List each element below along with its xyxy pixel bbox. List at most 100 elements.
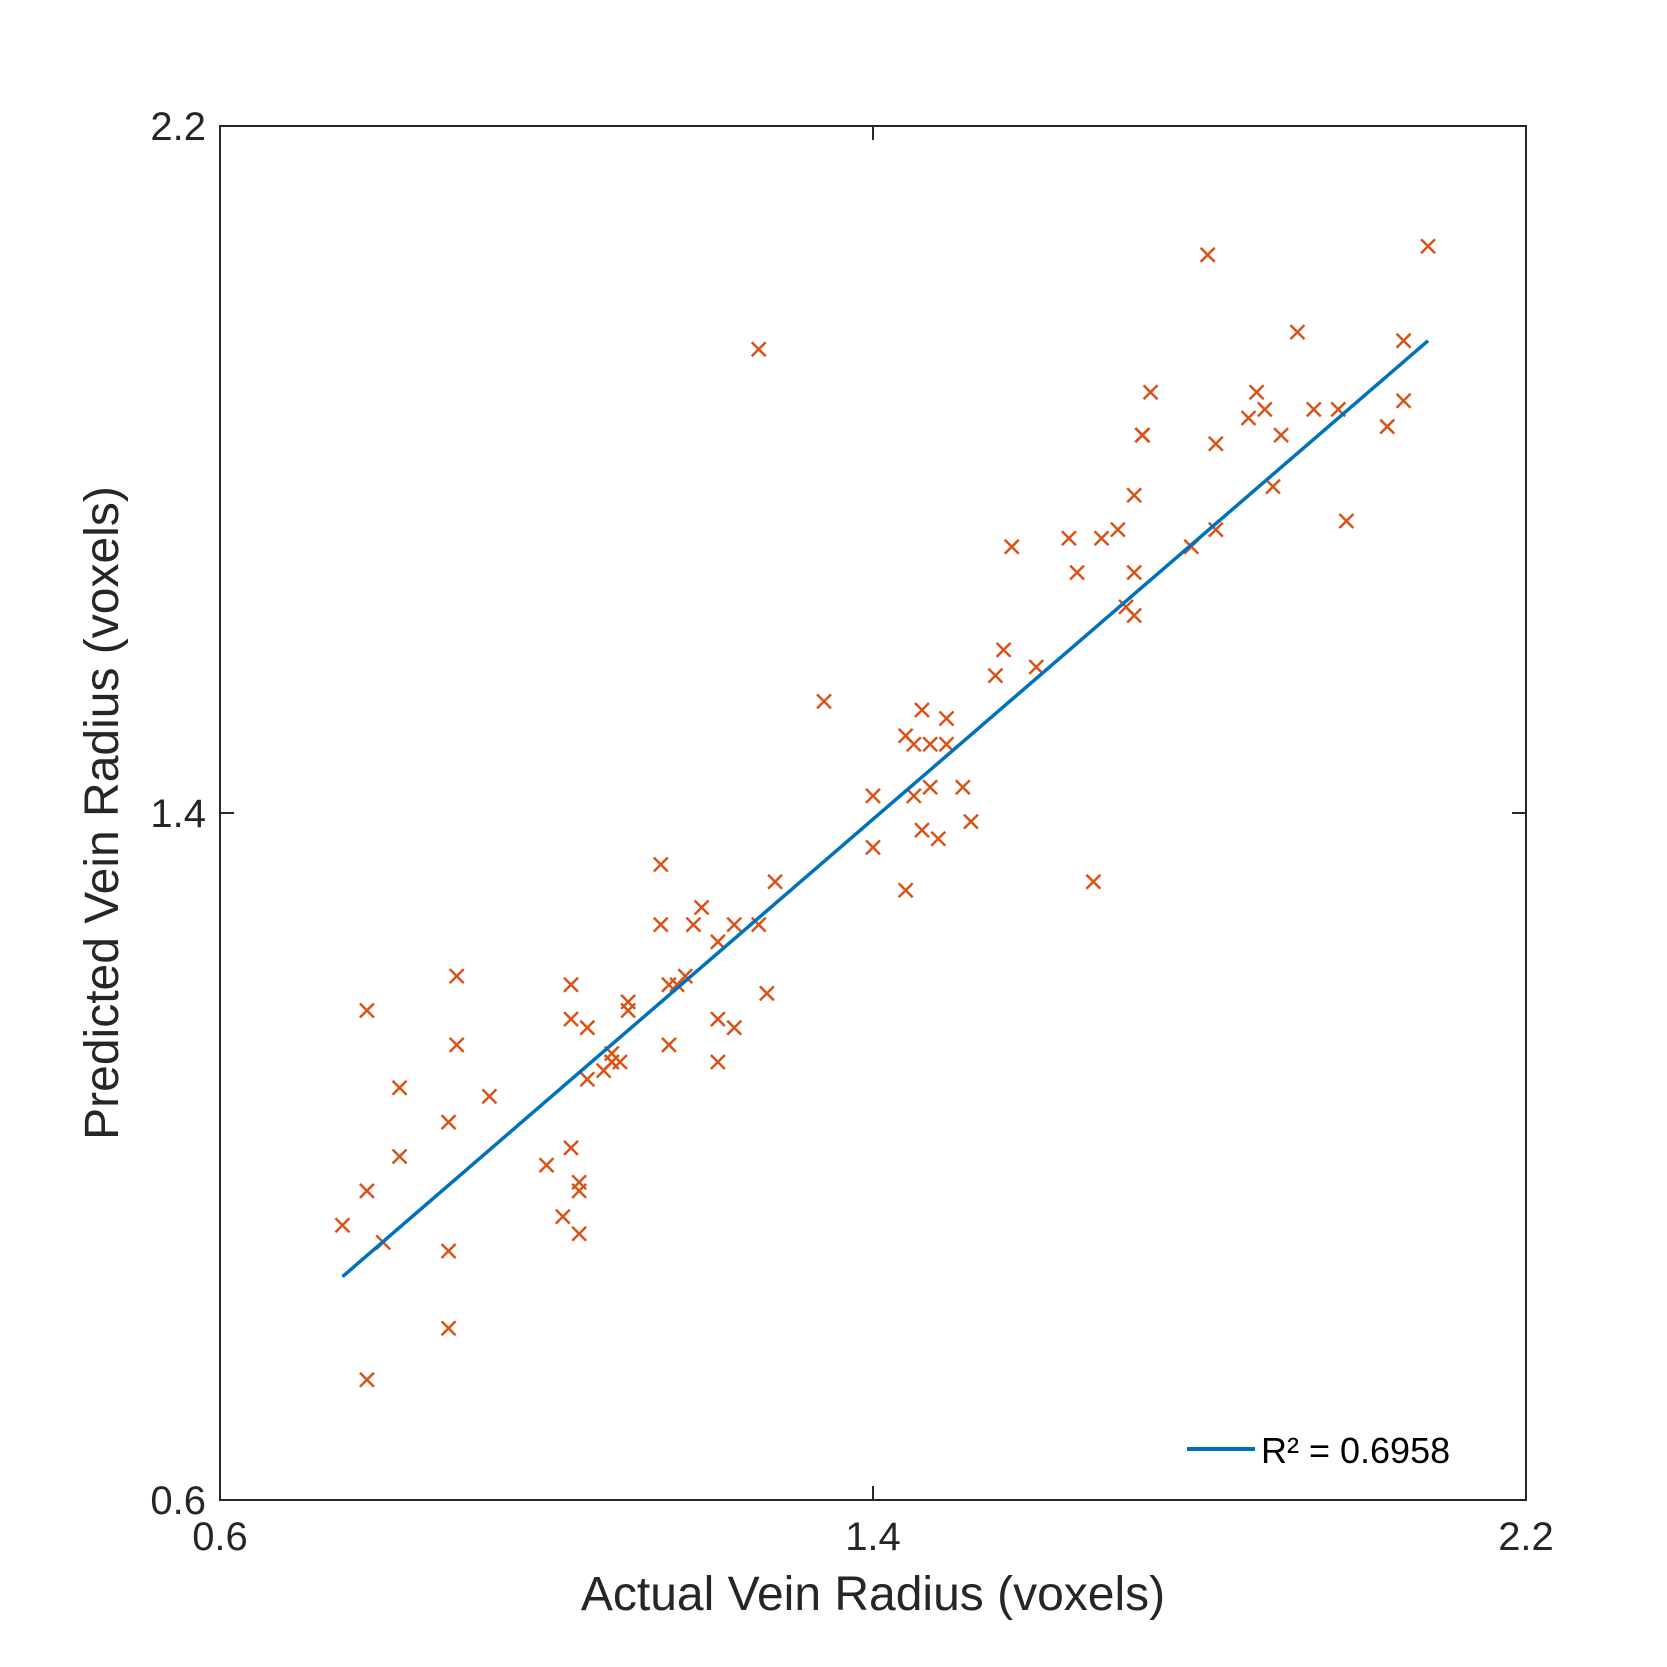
data-point-stroke-b bbox=[905, 736, 922, 753]
data-point-stroke-b bbox=[334, 1217, 351, 1234]
data-point bbox=[579, 1019, 596, 1036]
data-point-stroke-b bbox=[677, 968, 694, 985]
plot-frame bbox=[219, 125, 1527, 1501]
data-point bbox=[1142, 384, 1159, 401]
data-point bbox=[954, 779, 971, 796]
data-point bbox=[1379, 418, 1396, 435]
fit-line bbox=[341, 339, 1430, 1279]
data-point bbox=[750, 341, 767, 358]
data-point bbox=[440, 1320, 457, 1337]
data-point-stroke-b bbox=[1207, 521, 1224, 538]
data-point-stroke-b bbox=[922, 779, 939, 796]
data-point-stroke-b bbox=[481, 1088, 498, 1105]
data-point bbox=[930, 830, 947, 847]
data-point bbox=[1126, 607, 1143, 624]
data-point-stroke-b bbox=[571, 1182, 588, 1199]
data-point-stroke-b bbox=[816, 693, 832, 710]
data-point bbox=[726, 1019, 743, 1036]
data-point-stroke-b bbox=[1142, 384, 1159, 401]
data-point bbox=[1395, 332, 1412, 349]
data-point bbox=[620, 1002, 637, 1019]
data-point-stroke-b bbox=[710, 933, 726, 950]
plot-area bbox=[219, 125, 1527, 1501]
data-point-stroke-b bbox=[448, 1036, 465, 1053]
data-point bbox=[1289, 324, 1306, 340]
data-point bbox=[1028, 659, 1045, 675]
data-point-stroke-b bbox=[930, 830, 947, 847]
data-point-stroke-b bbox=[1126, 564, 1143, 581]
data-point-stroke-b bbox=[750, 916, 767, 933]
data-point bbox=[579, 1071, 596, 1088]
data-point bbox=[938, 736, 955, 753]
data-point-stroke-b bbox=[440, 1320, 457, 1337]
data-point bbox=[914, 702, 930, 718]
data-point bbox=[1126, 487, 1143, 504]
data-point bbox=[987, 667, 1004, 684]
data-point bbox=[865, 787, 881, 804]
data-point bbox=[1126, 564, 1143, 581]
legend: R² = 0.6958 bbox=[1187, 1430, 1450, 1471]
data-point-stroke-b bbox=[710, 1011, 726, 1027]
data-point-stroke-b bbox=[710, 1054, 726, 1070]
data-point-stroke-b bbox=[1395, 392, 1412, 409]
data-point bbox=[612, 1054, 628, 1070]
data-point-stroke-b bbox=[905, 787, 922, 804]
data-point bbox=[391, 1079, 408, 1096]
data-point bbox=[710, 933, 726, 950]
data-point bbox=[726, 916, 743, 933]
data-point-stroke-b bbox=[963, 813, 979, 830]
data-point bbox=[816, 693, 832, 710]
data-point-stroke-b bbox=[1199, 246, 1216, 263]
data-point bbox=[1248, 384, 1265, 401]
data-point-stroke-b bbox=[1305, 401, 1322, 418]
data-point-stroke-b bbox=[1109, 521, 1126, 538]
data-point bbox=[905, 787, 922, 804]
data-point-stroke-b bbox=[1003, 538, 1020, 555]
data-point-stroke-b bbox=[1207, 435, 1224, 452]
data-point-stroke-b bbox=[563, 1140, 579, 1156]
y-tick-label: 2.2 bbox=[150, 105, 206, 149]
data-point-stroke-b bbox=[448, 968, 465, 985]
data-point bbox=[1134, 427, 1151, 444]
data-point bbox=[1061, 530, 1077, 547]
data-point-stroke-b bbox=[1240, 410, 1257, 426]
data-point bbox=[1338, 513, 1355, 529]
data-point-stroke-b bbox=[391, 1148, 408, 1165]
data-point-stroke-b bbox=[1289, 324, 1306, 340]
data-point bbox=[914, 822, 930, 839]
data-point bbox=[334, 1217, 351, 1234]
data-point-stroke-b bbox=[750, 341, 767, 358]
data-point bbox=[1305, 401, 1322, 418]
data-point bbox=[563, 1140, 579, 1156]
y-tick-label: 1.4 bbox=[150, 792, 206, 836]
data-point-stroke-b bbox=[1085, 873, 1102, 890]
data-point-stroke-b bbox=[1379, 418, 1396, 435]
data-point bbox=[440, 1243, 457, 1259]
fit-line-group bbox=[341, 339, 1430, 1279]
data-point-stroke-b bbox=[1126, 607, 1143, 624]
data-point bbox=[1207, 435, 1224, 452]
data-point-stroke-b bbox=[767, 873, 783, 890]
data-point bbox=[554, 1208, 571, 1225]
data-point-stroke-b bbox=[652, 916, 669, 933]
data-point-stroke-b bbox=[620, 1002, 637, 1019]
data-point bbox=[1395, 392, 1412, 409]
data-point-stroke-b bbox=[954, 779, 971, 796]
data-point-stroke-b bbox=[1248, 384, 1265, 401]
data-point-stroke-b bbox=[1118, 599, 1134, 615]
data-point bbox=[865, 839, 881, 856]
data-point-stroke-b bbox=[440, 1243, 457, 1259]
data-point bbox=[1109, 521, 1126, 538]
data-point bbox=[652, 856, 669, 873]
data-point-stroke-b bbox=[563, 1011, 579, 1027]
data-point-stroke-b bbox=[1420, 238, 1436, 255]
data-point-stroke-b bbox=[922, 736, 939, 753]
data-point bbox=[1273, 427, 1290, 444]
data-point-stroke-b bbox=[391, 1079, 408, 1096]
data-point bbox=[448, 968, 465, 985]
data-point bbox=[538, 1157, 555, 1173]
x-tick-label: 2.2 bbox=[1498, 1515, 1554, 1559]
data-point-stroke-b bbox=[1069, 564, 1085, 581]
data-point-stroke-b bbox=[612, 1054, 628, 1070]
